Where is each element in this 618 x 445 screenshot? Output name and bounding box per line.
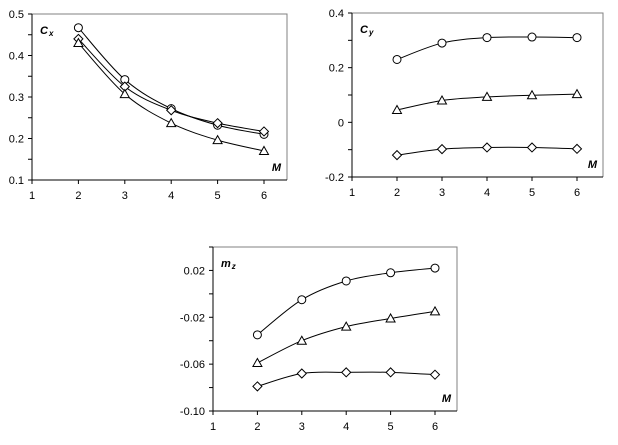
x-tick-label: 1 bbox=[210, 421, 216, 433]
chart-1: 1 2 3 4 5 6 0.1 0.2 0.3 0.4 0.5 Cx M bbox=[9, 9, 288, 202]
series-line-diamond bbox=[78, 38, 265, 132]
chart-2: 1 2 3 4 5 6 -0.2 0 0.2 0.4 Cy M bbox=[325, 8, 604, 199]
y-tick-label: -0.10 bbox=[180, 406, 205, 418]
x-axis-label: M bbox=[272, 162, 282, 174]
x-tick-label: 3 bbox=[299, 421, 305, 433]
x-tick-label: 4 bbox=[484, 187, 490, 199]
data-point-triangle bbox=[212, 134, 223, 145]
y-tick-label: 0.4 bbox=[329, 8, 344, 20]
data-point-triangle bbox=[391, 104, 403, 115]
x-tick-label: 1 bbox=[29, 190, 35, 202]
data-point-diamond bbox=[385, 367, 396, 378]
x-tick-label: 3 bbox=[439, 187, 445, 199]
x-tick-label: 4 bbox=[168, 190, 174, 202]
x-tick-label: 6 bbox=[261, 190, 267, 202]
data-point-diamond bbox=[436, 143, 448, 155]
x-tick-label: 6 bbox=[574, 187, 580, 199]
data-point-circle bbox=[572, 33, 582, 43]
plot-border bbox=[352, 12, 604, 177]
data-point-triangle bbox=[436, 94, 448, 105]
x-tick-label: 1 bbox=[349, 187, 355, 199]
y-axis-label: Cx bbox=[40, 25, 54, 38]
y-tick-label: 0.2 bbox=[329, 63, 344, 75]
y-tick-label: 0.2 bbox=[9, 134, 24, 146]
data-point-triangle bbox=[481, 91, 493, 101]
y-axis-label-subscript: x bbox=[48, 29, 54, 38]
x-tick-label: 3 bbox=[122, 190, 128, 202]
y-axis-label: Cy bbox=[360, 24, 374, 37]
data-point-triangle bbox=[385, 312, 396, 323]
x-tick-label: 5 bbox=[529, 187, 535, 199]
data-point-diamond bbox=[165, 105, 177, 116]
y-axis-label: mz bbox=[221, 258, 236, 271]
data-point-triangle bbox=[258, 145, 270, 155]
x-axis-label: M bbox=[442, 393, 452, 405]
series-line-triangle bbox=[257, 310, 436, 364]
y-tick-label: -0.02 bbox=[180, 312, 205, 324]
data-point-triangle bbox=[429, 305, 441, 316]
data-point-circle bbox=[252, 330, 262, 340]
data-point-triangle bbox=[165, 117, 177, 128]
series-line-triangle bbox=[78, 42, 265, 152]
data-point-diamond bbox=[340, 367, 352, 378]
data-point-circle bbox=[430, 263, 440, 273]
data-point-diamond bbox=[526, 142, 538, 153]
data-point-triangle bbox=[526, 89, 538, 100]
data-point-diamond bbox=[258, 126, 270, 137]
x-tick-label: 6 bbox=[432, 421, 438, 433]
data-point-diamond bbox=[481, 142, 493, 153]
x-tick-label: 5 bbox=[215, 190, 221, 202]
x-tick-label: 2 bbox=[75, 190, 81, 202]
y-tick-label: 0.3 bbox=[9, 92, 24, 104]
data-point-diamond bbox=[391, 149, 403, 161]
data-point-diamond bbox=[429, 369, 441, 380]
data-point-circle bbox=[527, 32, 537, 42]
data-point-triangle bbox=[252, 357, 263, 367]
y-tick-label: 0.02 bbox=[184, 265, 205, 277]
data-point-circle bbox=[392, 54, 402, 64]
data-point-diamond bbox=[212, 117, 223, 129]
plot-border bbox=[213, 246, 458, 411]
data-point-triangle bbox=[73, 37, 84, 48]
data-point-diamond bbox=[296, 368, 308, 379]
data-point-diamond bbox=[252, 381, 263, 392]
y-tick-label: 0.1 bbox=[9, 175, 24, 187]
x-tick-label: 2 bbox=[254, 421, 260, 433]
y-axis-label-subscript: y bbox=[368, 28, 374, 37]
data-point-triangle bbox=[296, 335, 308, 345]
y-tick-label: 0 bbox=[338, 117, 344, 129]
y-tick-label: -0.06 bbox=[180, 359, 205, 371]
data-point-circle bbox=[341, 276, 351, 286]
data-point-triangle bbox=[340, 321, 352, 331]
data-point-circle bbox=[297, 295, 307, 305]
data-point-circle bbox=[386, 268, 396, 278]
y-axis-label-subscript: z bbox=[231, 262, 236, 271]
x-tick-label: 4 bbox=[343, 421, 349, 433]
data-point-triangle bbox=[571, 88, 583, 99]
y-tick-label: 0.5 bbox=[9, 9, 24, 21]
x-axis-label: M bbox=[588, 159, 598, 171]
x-tick-label: 2 bbox=[394, 187, 400, 199]
data-point-diamond bbox=[571, 143, 583, 155]
x-tick-label: 5 bbox=[388, 421, 394, 433]
data-point-circle bbox=[482, 33, 492, 43]
chart-3: 1 2 3 4 5 6 -0.10 -0.06 -0.02 0.02 mz M bbox=[180, 246, 458, 433]
data-point-circle bbox=[437, 38, 447, 48]
plot-border bbox=[32, 13, 288, 180]
y-tick-label: -0.2 bbox=[325, 172, 344, 184]
data-point-circle bbox=[73, 23, 83, 33]
data-point-triangle bbox=[119, 88, 131, 99]
y-tick-label: 0.4 bbox=[9, 51, 24, 63]
